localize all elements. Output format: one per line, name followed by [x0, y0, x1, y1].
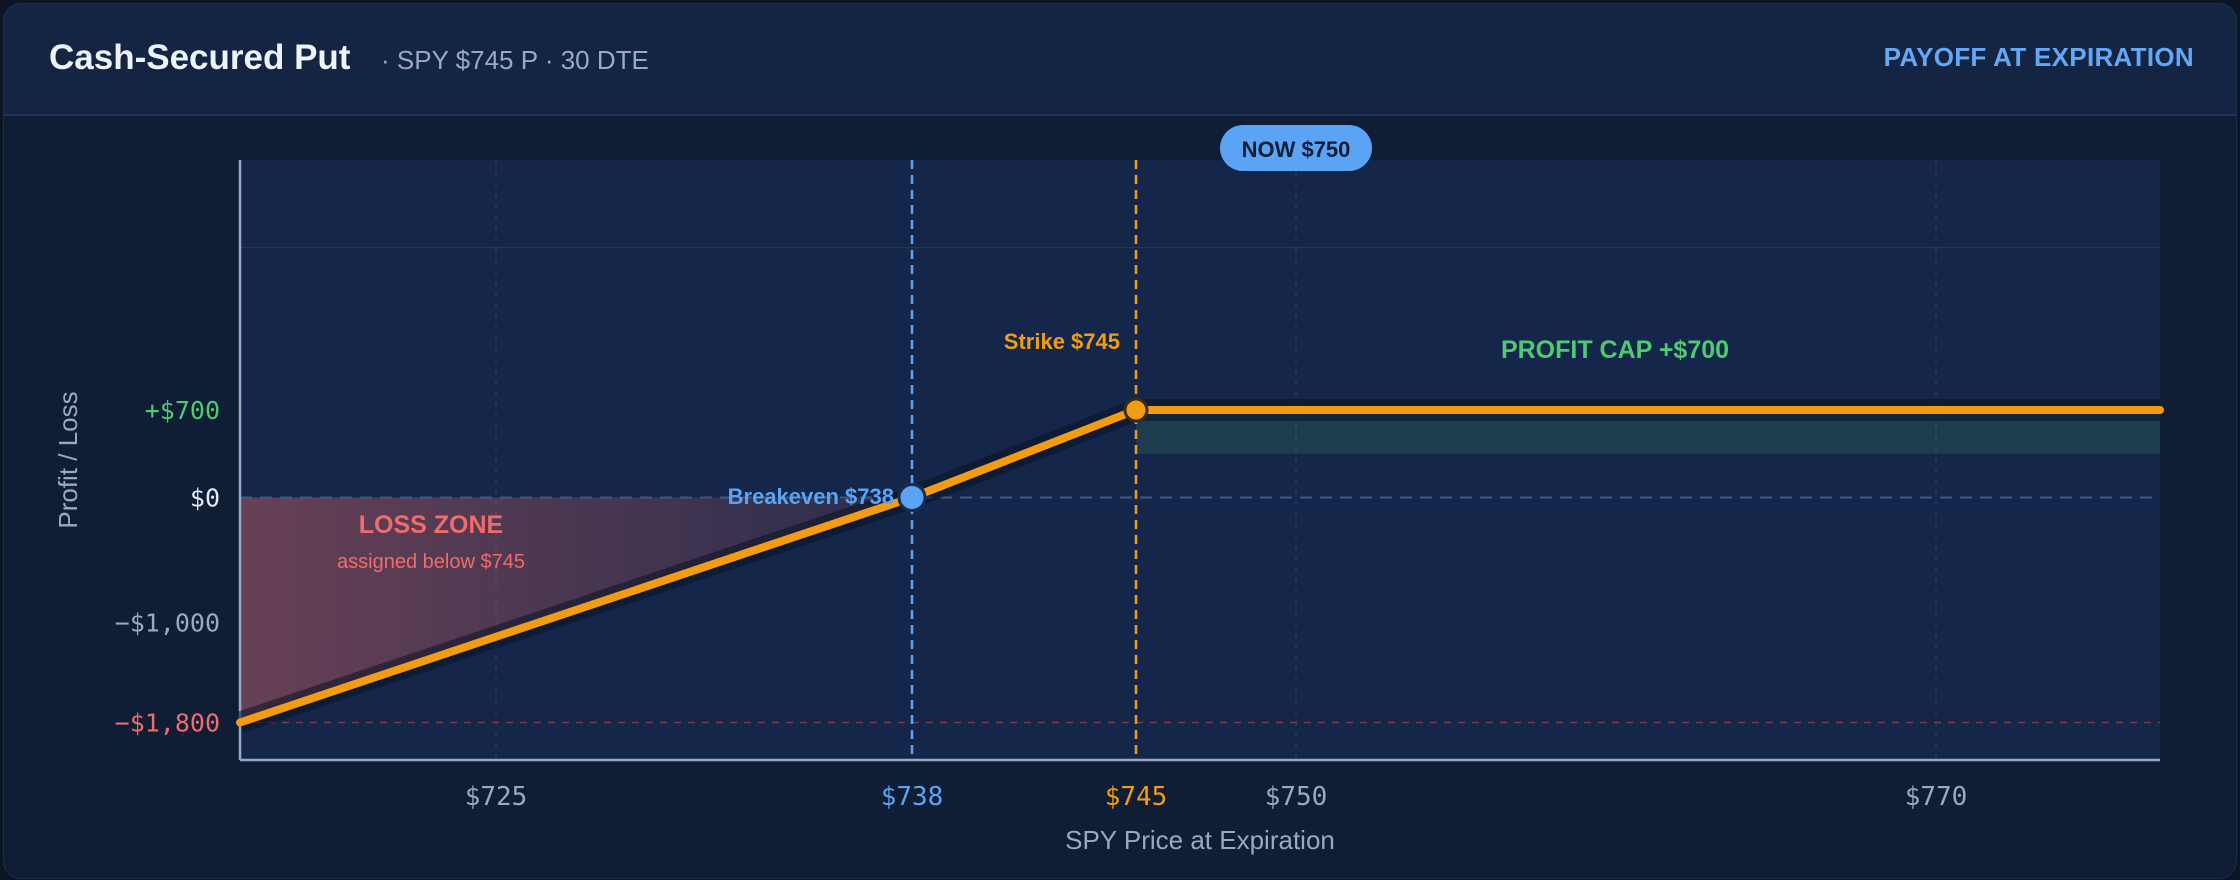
profit-cap-label: PROFIT CAP +$700	[1501, 336, 1729, 364]
chart-subtitle: · SPY $745 P · 30 DTE	[381, 45, 649, 75]
y-tick-label: −$1,000	[115, 609, 220, 638]
y-tick-label: $0	[190, 484, 220, 513]
breakeven-label: Breakeven $738	[728, 484, 894, 509]
payoff-tagline: PAYOFF AT EXPIRATION	[1883, 42, 2194, 72]
y-axis-label: Profit / Loss	[53, 391, 83, 528]
x-tick-label: $738	[881, 782, 944, 812]
now-pill	[1220, 125, 1372, 171]
x-tick-label: $770	[1905, 782, 1968, 812]
chart-header: Cash-Secured Put · SPY $745 P · 30 DTE P…	[4, 4, 2236, 116]
x-axis-label: SPY Price at Expiration	[1065, 825, 1335, 855]
loss-zone-label: LOSS ZONE	[359, 511, 503, 539]
now-pill-label: NOW $750	[1242, 137, 1351, 162]
payoff-line	[236, 406, 2164, 727]
x-tick-label: $745	[1105, 782, 1168, 812]
y-tick-label: +$700	[145, 396, 220, 425]
loss-zone-note: assigned below $745	[337, 551, 525, 573]
breakeven-point	[897, 483, 927, 512]
strike-point	[1123, 397, 1149, 423]
y-tick-label: −$1,800	[115, 709, 220, 738]
chart-title: Cash-Secured Put	[49, 38, 351, 77]
x-tick-label: $725	[465, 782, 528, 812]
strike-label: Strike $745	[1004, 329, 1120, 354]
plot-area	[240, 160, 2160, 760]
x-tick-label: $750	[1265, 782, 1328, 812]
